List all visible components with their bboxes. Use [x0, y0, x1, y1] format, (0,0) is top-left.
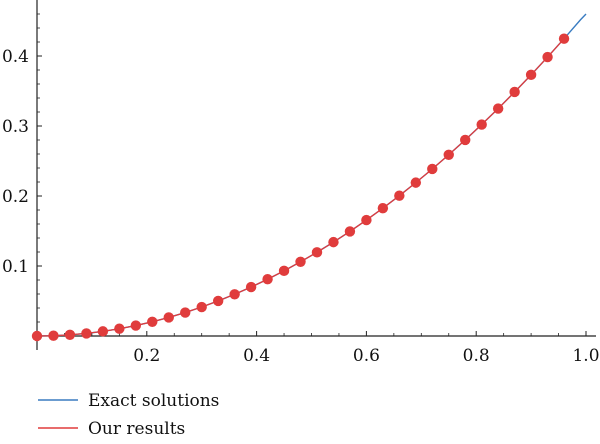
data-point [147, 316, 158, 327]
data-point [278, 265, 290, 277]
data-point [97, 326, 109, 337]
legend-label-exact: Exact solutions [88, 391, 219, 411]
data-point [394, 190, 405, 201]
data-point [262, 274, 273, 285]
series-line-1 [36, 38, 565, 337]
data-point [476, 119, 487, 130]
data-point [460, 134, 471, 146]
data-point [196, 301, 207, 313]
data-point [81, 328, 92, 339]
data-point [525, 69, 537, 81]
x-tick-label: 0.4 [243, 346, 270, 366]
y-tick-label: 0.4 [2, 47, 29, 67]
x-tick-label: 1.0 [572, 346, 599, 366]
data-point [443, 149, 454, 160]
data-point [130, 320, 142, 331]
data-point [31, 330, 43, 342]
data-point [328, 236, 339, 248]
data-point [64, 329, 76, 341]
legend: Exact solutions Our results [38, 391, 219, 439]
y-tick-label: 0.2 [2, 187, 29, 207]
axes: 0.2 0.4 0.6 0.8 1.0 0.1 0.2 0.3 0.4 [2, 0, 600, 366]
data-point [311, 247, 323, 258]
data-point [344, 226, 356, 237]
data-point [361, 214, 372, 226]
y-tick-label: 0.1 [2, 257, 29, 277]
data-point [558, 33, 570, 44]
data-point [542, 51, 553, 63]
data-point [229, 289, 240, 300]
x-tick-label: 0.6 [353, 346, 380, 366]
data-point [114, 323, 125, 334]
legend-label-ours: Our results [88, 419, 185, 439]
data-point [295, 256, 306, 267]
data-point [48, 330, 59, 341]
data-point [427, 163, 438, 175]
x-tick-label: 0.2 [133, 346, 160, 366]
data-point [410, 177, 422, 188]
data-point [163, 312, 174, 323]
data-point [509, 86, 520, 98]
data-point [212, 295, 224, 307]
data-point [492, 103, 504, 114]
data-point [245, 281, 257, 293]
x-tick-label: 0.8 [463, 346, 490, 366]
y-tick-label: 0.3 [2, 117, 29, 137]
data-point [180, 307, 191, 318]
series-line-0 [36, 13, 587, 337]
data-point [377, 202, 389, 214]
series-layer [31, 13, 587, 342]
